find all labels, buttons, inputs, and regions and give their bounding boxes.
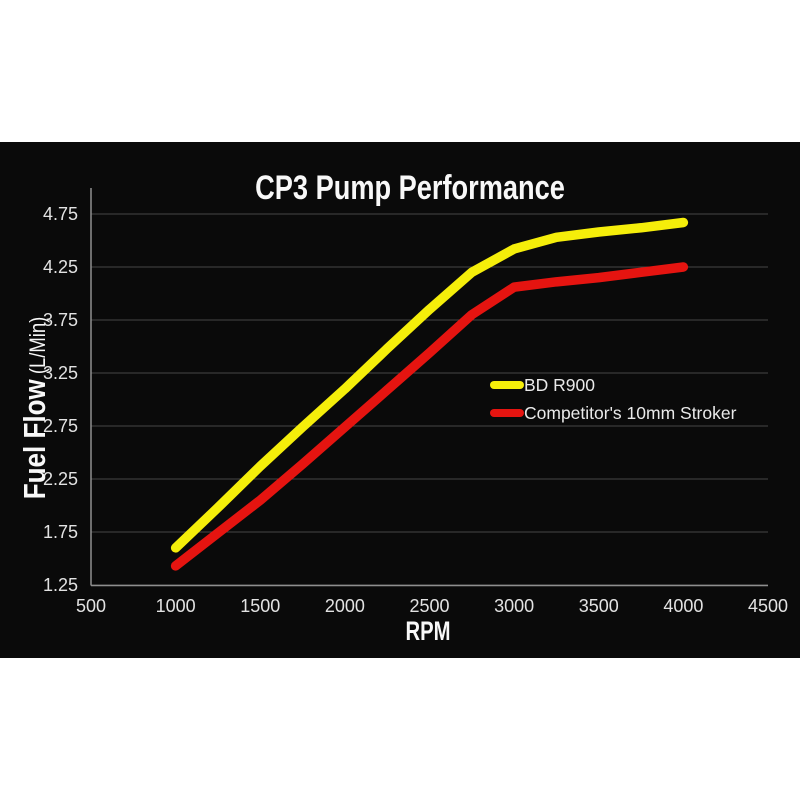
y-axis-title-main: Fuel Flow — [18, 379, 53, 500]
y-tick-label: 3.25 — [43, 363, 78, 383]
legend: BD R900 Competitor's 10mm Stroker — [490, 375, 737, 423]
legend-label-bd-r900: BD R900 — [524, 375, 595, 395]
legend-label-competitor: Competitor's 10mm Stroker — [524, 403, 737, 423]
y-tick-label: 2.75 — [43, 416, 78, 436]
x-tick-label: 1000 — [156, 596, 196, 616]
series-line-bd-r900 — [170, 217, 689, 553]
y-tick-label: 3.75 — [43, 310, 78, 330]
x-tick-label: 500 — [76, 596, 106, 616]
series-lines — [170, 217, 689, 571]
chart-title: CP3 Pump Performance — [255, 168, 565, 207]
x-tick-label: 2500 — [409, 596, 449, 616]
y-tick-label: 4.75 — [43, 204, 78, 224]
x-tick-label: 4500 — [748, 596, 788, 616]
y-axis-title-units: (L/Min) — [27, 317, 51, 380]
x-axis-tick-labels: 500 1000 1500 2000 2500 3000 3500 4000 4500 — [76, 596, 788, 616]
x-tick-label: 1500 — [240, 596, 280, 616]
y-tick-label: 1.75 — [43, 522, 78, 542]
x-tick-label: 4000 — [663, 596, 703, 616]
legend-item-bd-r900: BD R900 — [490, 375, 595, 395]
legend-item-competitor: Competitor's 10mm Stroker — [490, 403, 737, 423]
y-axis-tick-labels: 4.75 4.25 3.75 3.25 2.75 2.25 1.75 1.25 — [43, 204, 78, 595]
series-line-competitor-s-10mm-stroker — [170, 262, 689, 571]
x-axis-title: RPM — [406, 616, 451, 647]
x-tick-label: 3500 — [579, 596, 619, 616]
x-tick-label: 3000 — [494, 596, 534, 616]
y-tick-label: 1.25 — [43, 575, 78, 595]
y-tick-label: 2.25 — [43, 469, 78, 489]
y-axis-title: Fuel Flow (L/Min) — [18, 317, 53, 500]
x-tick-label: 2000 — [325, 596, 365, 616]
y-tick-label: 4.25 — [43, 257, 78, 277]
